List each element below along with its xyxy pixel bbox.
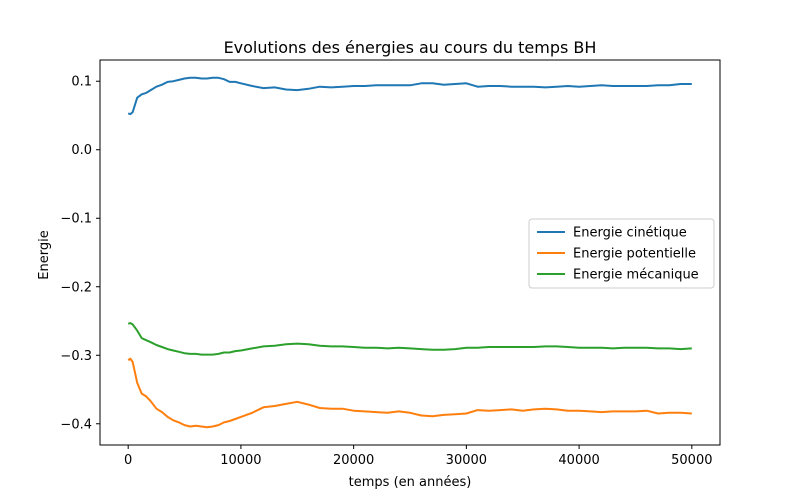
x-tick-label: 30000: [446, 453, 487, 468]
y-tick-label: −0.2: [60, 280, 92, 295]
series-line: [127, 76, 692, 116]
y-tick-label: −0.3: [60, 349, 92, 364]
series-lines: [127, 76, 692, 429]
x-tick-label: 0: [124, 453, 132, 468]
y-axis: 0.1 0.0 −0.1 −0.2 −0.3 −0.4: [60, 75, 100, 432]
plot-frame: [99, 59, 721, 446]
x-axis-label: temps (en années): [349, 475, 472, 490]
x-tick-label: 20000: [333, 453, 374, 468]
legend-entry: Energie potentielle: [573, 247, 696, 262]
legend-box: [528, 218, 715, 289]
y-tick-label: 0.1: [71, 75, 92, 90]
legend-entry: Energie cinétique: [573, 226, 687, 241]
legend-entry: Energie mécanique: [573, 268, 699, 283]
x-tick-label: 50000: [671, 453, 712, 468]
y-tick-label: −0.4: [60, 417, 92, 432]
series-line: [127, 357, 692, 429]
y-axis-label: Energie: [37, 230, 52, 279]
y-tick-label: −0.1: [60, 212, 92, 227]
series-line: [127, 322, 692, 356]
x-axis: 0 10000 20000 30000 40000 50000: [124, 445, 712, 468]
x-tick-label: 10000: [220, 453, 261, 468]
legend: Energie cinétique Energie potentielle Ener…: [528, 218, 715, 289]
x-tick-label: 40000: [558, 453, 599, 468]
y-tick-label: 0.0: [71, 143, 92, 158]
chart-title: Evolutions des énergies au cours du temp…: [224, 38, 597, 57]
